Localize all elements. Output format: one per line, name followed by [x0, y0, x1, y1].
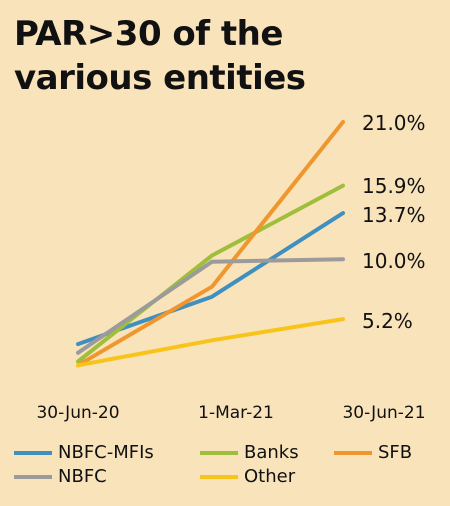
- end-label-sfb: 21.0%: [362, 111, 426, 135]
- legend-item-nbfc: NBFC: [14, 466, 107, 487]
- series-line-other: [76, 317, 345, 368]
- x-tick-label: 1-Mar-21: [198, 403, 274, 423]
- series-line-sfb: [76, 120, 345, 368]
- chart-title-line-2: various entities: [14, 58, 306, 98]
- chart-title-line-1: PAR>30 of the: [14, 14, 283, 54]
- legend-swatch-banks: [200, 450, 238, 455]
- legend-label-nbfc: NBFC: [58, 466, 107, 487]
- series-line-nbfc: [76, 257, 345, 355]
- legend-label-nbfc-mfis: NBFC-MFIs: [58, 442, 154, 463]
- legend-swatch-other: [200, 474, 238, 479]
- legend-item-other: Other: [200, 466, 295, 487]
- chart-title: PAR>30 of the various entities: [14, 12, 306, 100]
- x-axis-ticks: 30-Jun-20 1-Mar-21 30-Jun-21: [36, 403, 425, 423]
- legend-label-sfb: SFB: [378, 442, 413, 463]
- legend-item-banks: Banks: [200, 442, 299, 463]
- legend-label-other: Other: [244, 466, 296, 487]
- end-label-banks: 15.9%: [362, 174, 426, 198]
- end-label-other: 5.2%: [362, 309, 413, 333]
- x-tick-label: 30-Jun-20: [36, 403, 119, 423]
- x-tick-label: 30-Jun-21: [342, 403, 425, 423]
- end-label-nbfc-mfis: 13.7%: [362, 203, 426, 227]
- legend-label-banks: Banks: [244, 442, 299, 463]
- legend-swatch-nbfc-mfis: [14, 450, 52, 455]
- legend-swatch-sfb: [334, 450, 372, 455]
- legend-item-sfb: SFB: [334, 442, 412, 463]
- legend-item-nbfc-mfis: NBFC-MFIs: [14, 442, 154, 463]
- series-lines: [76, 120, 345, 368]
- end-value-labels: 13.7% 15.9% 21.0% 10.0% 5.2%: [362, 111, 426, 333]
- series-line-banks: [76, 183, 345, 364]
- end-label-nbfc: 10.0%: [362, 249, 426, 273]
- legend-swatch-nbfc: [14, 474, 52, 479]
